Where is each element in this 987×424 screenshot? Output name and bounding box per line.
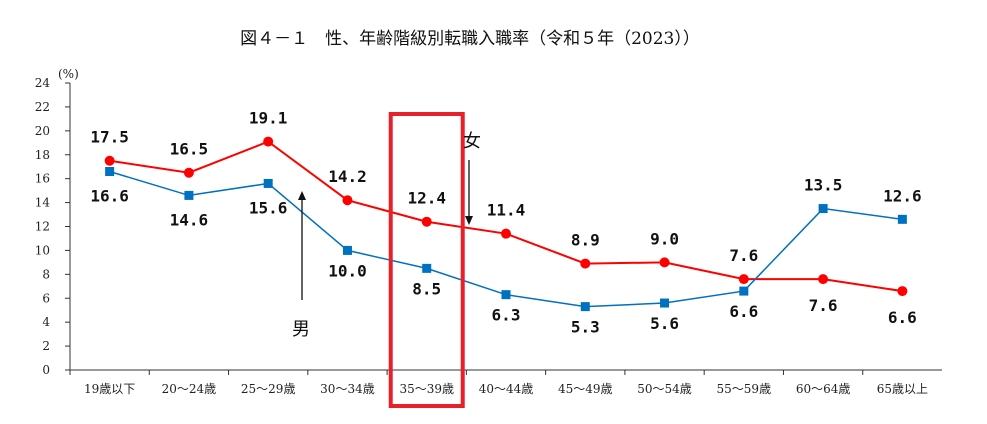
data-point [263,136,274,147]
x-tick-label: 40～44歳 [479,382,534,396]
x-tick-label: 30～34歳 [320,382,375,396]
data-point [421,216,432,227]
data-point [580,258,591,269]
highlight-box [388,112,465,408]
y-tick-label: 24 [35,76,51,90]
data-label: 6.3 [492,306,521,325]
x-tick-label: 19歳以下 [84,382,135,396]
y-axis-unit: (%) [58,67,79,81]
series-line-male [109,170,903,308]
data-point [580,302,590,312]
x-tick-label: 45～49歳 [558,382,613,396]
data-point [659,257,670,268]
y-tick-label: 20 [35,124,50,138]
data-label: 12.6 [883,186,922,205]
data-label: 14.6 [170,210,209,229]
data-point [818,204,828,214]
x-tick-label: 60～64歳 [796,382,851,396]
y-tick-label: 6 [42,291,50,305]
chart-title: 図４－１ 性、年齢階級別転職入職率（令和５年（2023）） [240,29,700,49]
data-label: 7.6 [809,296,838,315]
y-tick-label: 8 [42,267,50,281]
y-tick-label: 4 [42,315,50,329]
y-tick-label: 16 [35,172,50,186]
x-tick-label: 20～24歳 [162,382,217,396]
data-point [897,286,908,297]
data-point [422,263,432,273]
data-point [342,245,352,255]
x-tick-label: 35～39歳 [399,382,454,396]
y-tick-label: 10 [35,243,50,257]
x-tick-label: 55～59歳 [717,382,772,396]
female-arrow-head [465,216,473,225]
data-point [660,298,670,308]
y-tick-label: 22 [35,100,50,114]
data-label: 14.2 [328,167,367,186]
y-tick-label: 0 [42,363,50,377]
series-label-male: 男 [292,319,310,340]
data-point [184,190,194,200]
data-point [501,290,511,300]
data-point [263,178,273,188]
male-arrow-head [298,191,306,200]
data-point [104,155,115,166]
data-label: 8.9 [571,231,600,250]
data-point [739,286,749,296]
data-label: 5.6 [650,314,679,333]
y-tick-label: 12 [35,220,50,234]
data-point [105,166,115,176]
data-label: 5.3 [571,318,600,337]
data-label: 6.6 [729,302,758,321]
y-tick-label: 18 [35,148,50,162]
series-label-female: 女 [463,131,481,152]
data-label: 16.5 [170,140,209,159]
data-label: 10.0 [328,261,367,280]
data-point [818,274,829,285]
data-label: 9.0 [650,229,679,248]
data-label: 11.4 [487,201,526,220]
data-label: 8.5 [412,279,441,298]
data-point [501,228,511,239]
x-tick-label: 50～54歳 [637,382,692,396]
data-label: 16.6 [90,186,129,205]
data-label: 7.6 [729,246,758,265]
x-tick-label: 25～29歳 [241,382,296,396]
data-label: 6.6 [888,308,917,327]
data-label: 19.1 [249,109,288,128]
data-point [342,195,353,206]
data-point [183,167,194,178]
data-label: 17.5 [90,128,129,147]
y-tick-label: 14 [35,196,51,210]
data-point [897,214,907,224]
data-label: 15.6 [249,198,288,217]
y-tick-label: 2 [42,339,50,353]
data-label: 13.5 [804,176,843,195]
x-tick-label: 65歳以上 [877,382,928,396]
data-label: 12.4 [407,189,446,208]
data-point [738,274,749,285]
